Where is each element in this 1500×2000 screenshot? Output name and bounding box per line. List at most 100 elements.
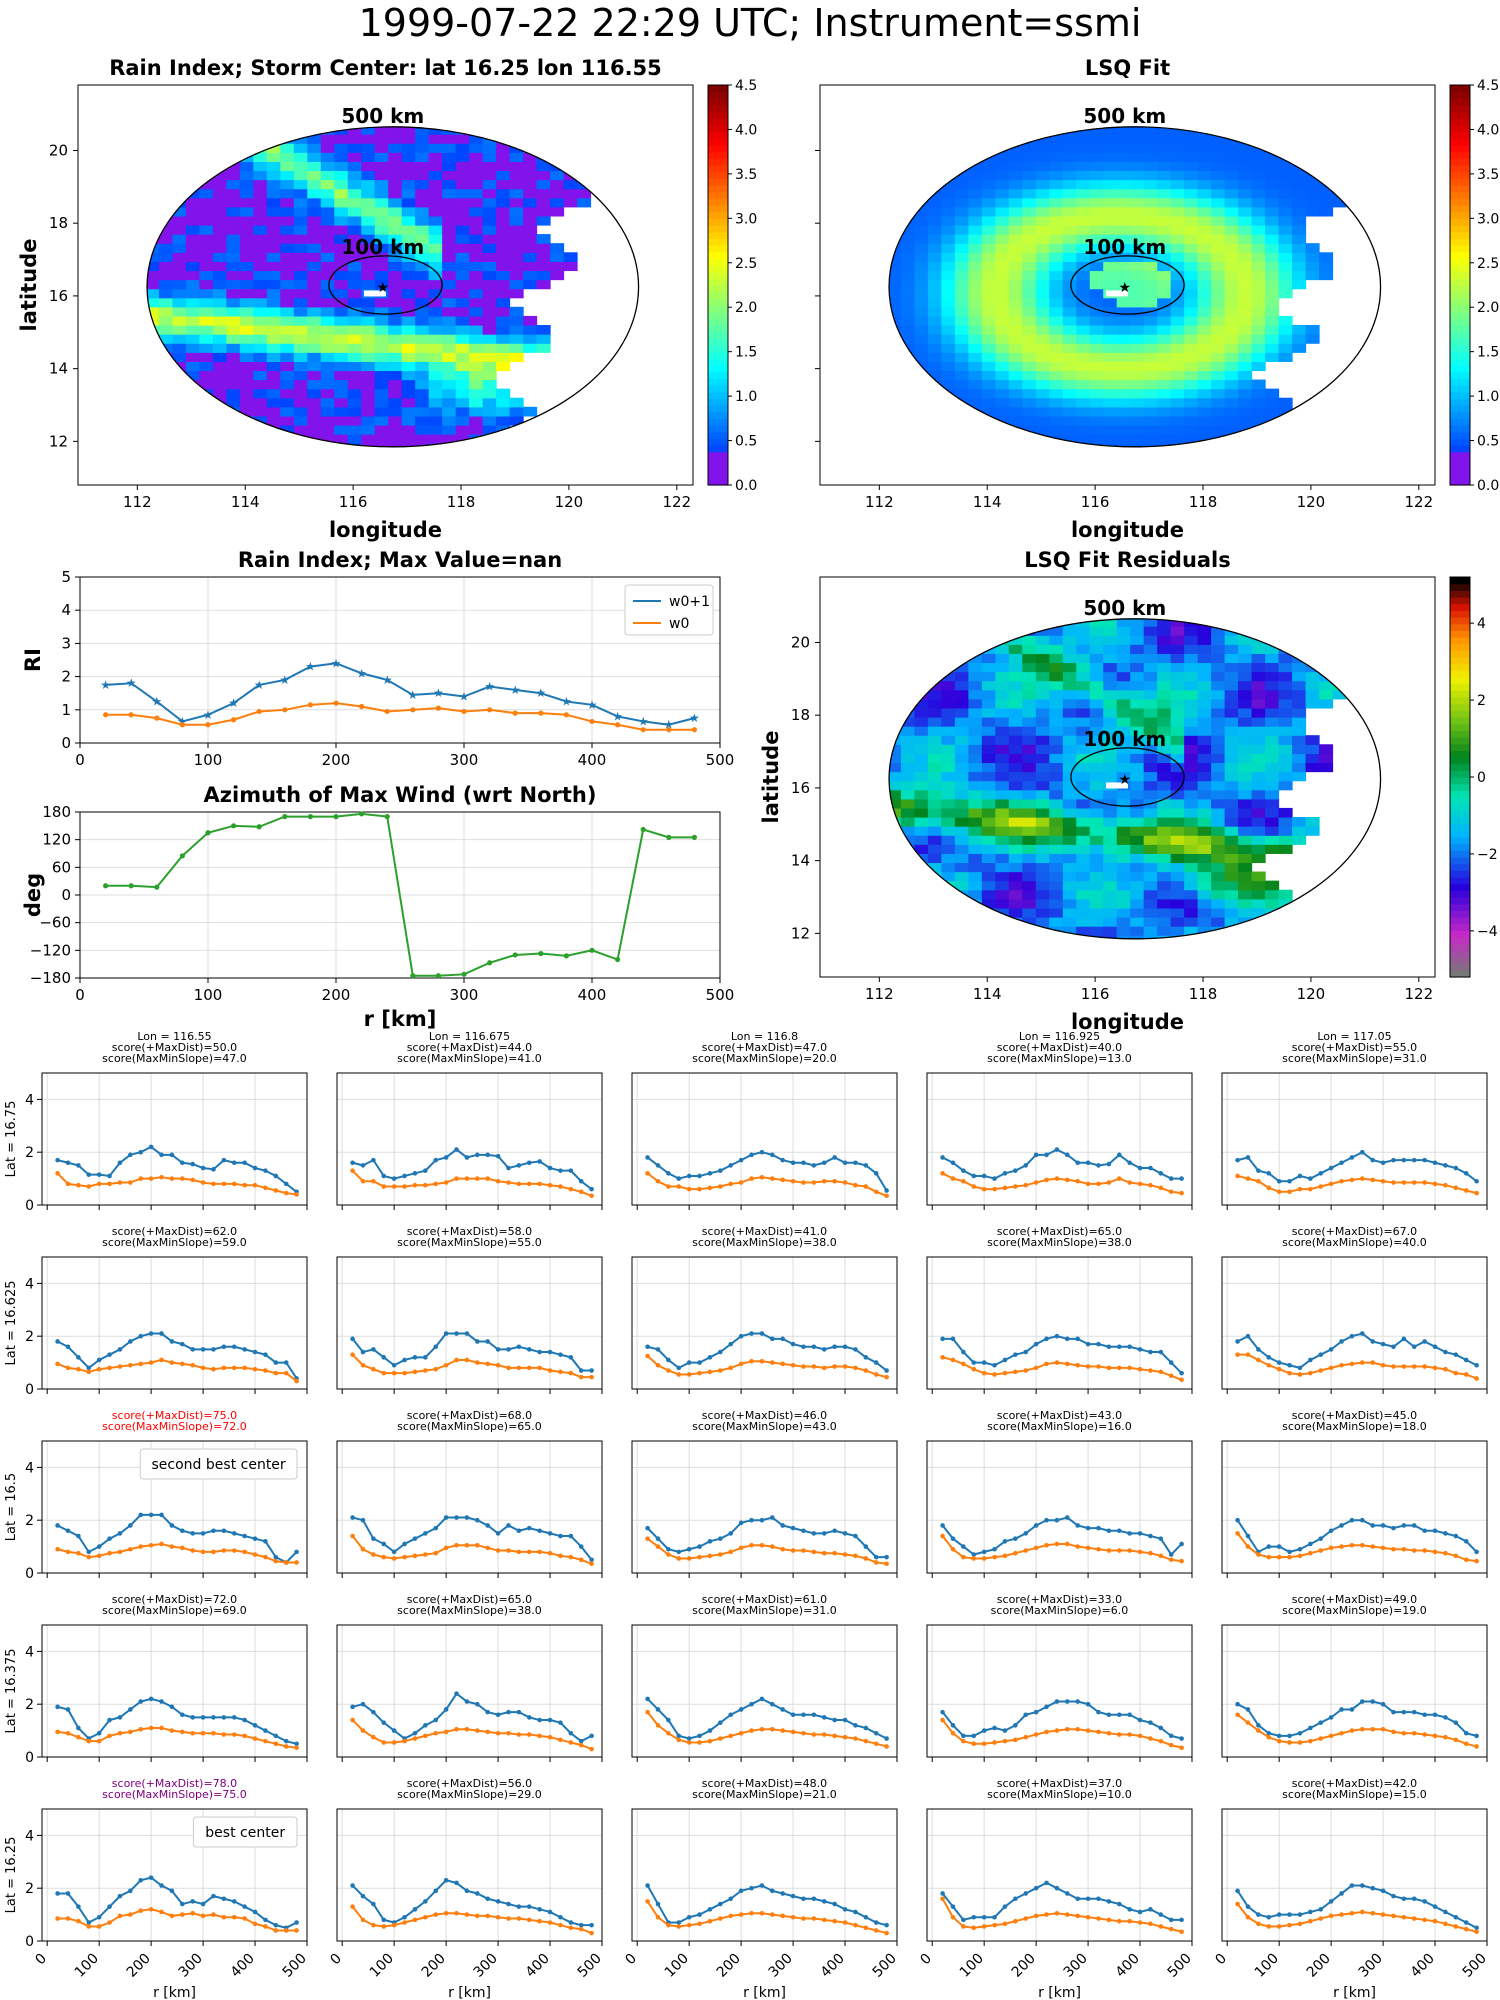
map-cell: [1197, 753, 1212, 764]
data-point: [686, 1556, 692, 1561]
map-cell: [1265, 807, 1280, 818]
map-cell: [941, 644, 956, 654]
map-cell: [1211, 352, 1226, 362]
map-cell: [927, 826, 942, 836]
map-cell: [1103, 134, 1118, 144]
map-cell: [1008, 352, 1023, 362]
map-cell: [1184, 853, 1199, 864]
map-cell: [1143, 261, 1158, 272]
map-cell: [1008, 234, 1023, 244]
map-cell: [874, 808, 888, 818]
map-cell: [172, 325, 187, 335]
data-point: [294, 1192, 299, 1197]
map-xlabel: longitude: [1071, 518, 1184, 542]
data-point: [801, 1160, 806, 1166]
map-cell: [253, 152, 268, 162]
map-cell: [253, 352, 268, 362]
map-cell: [889, 306, 902, 317]
map-cell: [1170, 618, 1185, 627]
data-point: [65, 1181, 71, 1187]
map-cell: [1197, 197, 1212, 208]
data-point: [371, 1347, 376, 1352]
map-cell: [536, 179, 551, 190]
map-cell: [1251, 270, 1266, 281]
map-cell: [1130, 352, 1145, 362]
data-point: [697, 1186, 702, 1192]
map-cell: [1116, 917, 1131, 927]
map-cell: [280, 206, 295, 217]
colorbar-frame: [1449, 84, 1471, 486]
map-cell: [1103, 379, 1118, 390]
map-cell: [523, 161, 538, 172]
map-cell: [320, 379, 335, 390]
map-cell: [1225, 116, 1239, 126]
map-cell: [1197, 844, 1212, 854]
map-cell: [320, 197, 335, 208]
data-point: [568, 1554, 574, 1560]
map-cell: [995, 161, 1010, 172]
map-cell: [1049, 243, 1064, 253]
map-cell: [927, 243, 942, 253]
map-cell: [307, 415, 322, 426]
map-cell: [428, 215, 443, 226]
map-cell: [1076, 771, 1091, 782]
map-cell: [1211, 689, 1226, 700]
map-cell: [1022, 907, 1037, 918]
map-cell: [914, 935, 929, 939]
map-cell: [981, 853, 996, 864]
map-cell: [147, 225, 160, 235]
data-point: [738, 1157, 744, 1163]
data-point: [221, 1344, 227, 1350]
data-point: [1148, 1368, 1153, 1373]
colorbar-swatch: [1450, 863, 1470, 871]
data-point: [1044, 1152, 1049, 1158]
map-cell: [1157, 443, 1172, 447]
map-cell: [172, 334, 187, 344]
colorbar-swatch: [1450, 637, 1470, 645]
map-cell: [1265, 817, 1280, 827]
map-cell: [1292, 243, 1307, 253]
data-point: [1391, 1157, 1396, 1163]
map-cell: [320, 306, 335, 317]
data-point: [512, 710, 518, 716]
score-label: score(MaxMinSlope)=65.0: [397, 1420, 542, 1433]
data-point: [205, 830, 211, 836]
map-cell: [577, 179, 592, 190]
legend-label: w0: [669, 616, 689, 632]
map-cell: [1116, 388, 1131, 399]
data-point: [842, 1160, 848, 1166]
map-cell: [1251, 334, 1266, 344]
map-cell: [1049, 288, 1064, 299]
data-point: [1339, 1362, 1344, 1368]
map-cell: [941, 926, 956, 936]
map-cell: [995, 771, 1010, 782]
map-cell: [280, 443, 295, 447]
colorbar-swatch: [708, 205, 728, 213]
data-point: [707, 1185, 713, 1191]
data-point: [242, 1347, 247, 1352]
map-cell: [1049, 270, 1064, 281]
map-cell: [199, 116, 213, 126]
map-cell: [941, 807, 956, 818]
colorbar-swatch: [1450, 205, 1470, 213]
map-cell: [1278, 698, 1293, 709]
map-cell: [536, 134, 551, 144]
map-cell: [1089, 397, 1104, 408]
map-cell: [185, 306, 200, 317]
data-point: [359, 703, 365, 710]
map-cell: [968, 243, 983, 253]
map-cell: [1049, 261, 1064, 272]
map-cell: [954, 635, 969, 645]
map-cell: [132, 234, 146, 244]
map-cell: [981, 862, 996, 873]
data-point: [547, 1368, 553, 1373]
data-point: [1235, 1173, 1240, 1179]
map-cell: [954, 735, 969, 745]
data-point: [360, 1163, 366, 1168]
score-label: score(+MaxDist)=75.0: [112, 1409, 237, 1422]
map-ylabel: latitude: [759, 731, 783, 824]
map-cell: [185, 315, 200, 326]
data-point: [263, 1539, 268, 1544]
map-cell: [1278, 415, 1293, 426]
map-cell: [401, 434, 416, 444]
